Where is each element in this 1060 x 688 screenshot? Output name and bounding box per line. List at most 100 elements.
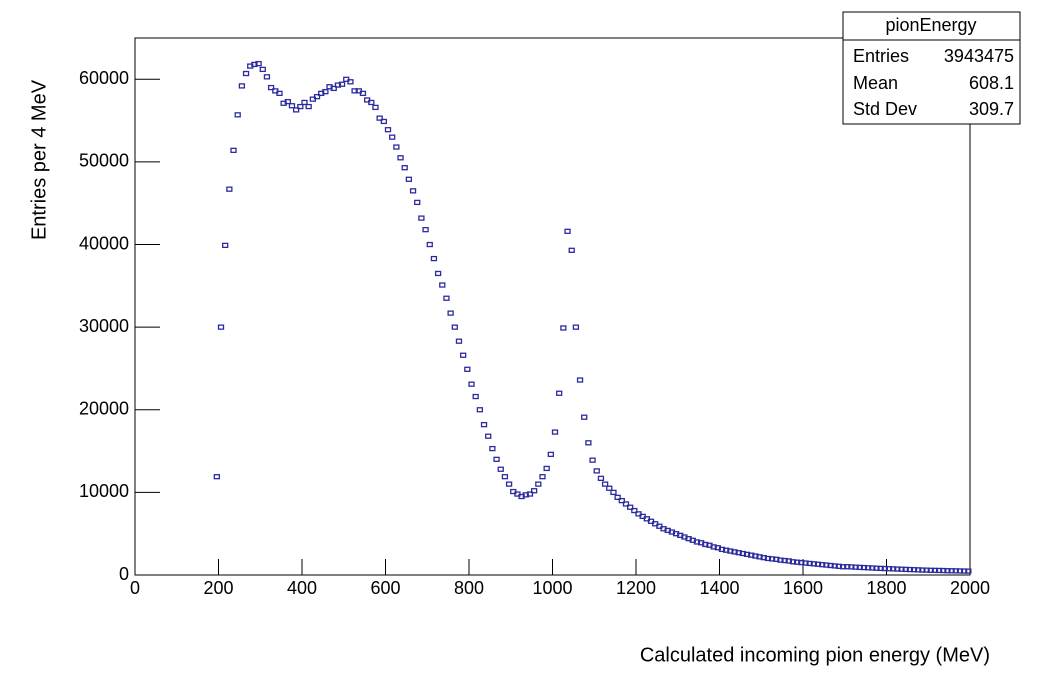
data-point	[259, 66, 266, 73]
data-point	[284, 98, 291, 105]
data-point	[543, 465, 550, 472]
data-point	[405, 176, 413, 182]
stats-value: 608.1	[969, 73, 1014, 93]
data-point	[422, 227, 429, 233]
data-point	[848, 564, 855, 570]
data-point	[835, 563, 843, 569]
data-point	[493, 456, 500, 462]
data-point	[338, 81, 346, 87]
data-point	[472, 393, 479, 400]
data-point	[439, 282, 446, 288]
data-point	[948, 568, 955, 574]
data-point	[806, 560, 813, 567]
data-point	[401, 165, 408, 171]
data-point	[430, 255, 438, 262]
data-point	[873, 565, 880, 571]
data-point	[547, 451, 554, 458]
data-point	[480, 421, 488, 428]
x-tick-label: 400	[287, 578, 317, 598]
stats-key: Entries	[853, 46, 909, 66]
data-point	[731, 549, 738, 555]
data-point	[380, 118, 387, 125]
data-point	[881, 565, 888, 572]
data-point	[773, 556, 780, 562]
data-point	[760, 555, 767, 561]
data-point	[727, 548, 734, 554]
data-point	[251, 61, 258, 68]
data-point	[226, 186, 233, 192]
data-point	[305, 103, 312, 110]
data-point	[631, 507, 638, 514]
stats-value: 3943475	[944, 46, 1014, 66]
data-point	[455, 338, 463, 344]
data-point	[485, 433, 492, 439]
data-point	[798, 559, 805, 566]
data-point	[844, 564, 851, 570]
y-tick-label: 0	[119, 564, 129, 584]
data-point	[743, 551, 751, 557]
data-point	[764, 555, 772, 562]
y-tick-label: 40000	[79, 233, 129, 253]
x-axis-label: Calculated incoming pion energy (MeV)	[640, 644, 990, 666]
data-point	[293, 107, 300, 113]
data-point	[952, 568, 959, 574]
data-point	[919, 567, 926, 573]
data-point	[864, 565, 872, 571]
data-point	[802, 560, 809, 566]
data-point	[409, 188, 417, 194]
data-point	[522, 492, 529, 498]
data-point	[313, 94, 321, 100]
x-tick-label: 1600	[783, 578, 823, 598]
data-point	[597, 475, 605, 481]
data-point	[568, 247, 575, 253]
data-point	[923, 567, 930, 573]
data-point	[614, 494, 621, 500]
data-point	[443, 295, 450, 301]
stats-key: Mean	[853, 73, 898, 93]
data-point	[601, 481, 609, 487]
data-point	[234, 112, 241, 118]
data-point	[213, 474, 220, 480]
data-point	[902, 566, 909, 573]
stats-title: pionEnergy	[885, 15, 976, 35]
data-point	[564, 228, 571, 234]
y-tick-label: 50000	[79, 151, 129, 171]
data-point	[288, 103, 296, 109]
y-tick-label: 30000	[79, 316, 129, 336]
data-point	[931, 567, 939, 574]
data-point	[593, 468, 600, 474]
data-point	[606, 485, 613, 491]
stats-frame	[842, 11, 1021, 125]
data-point	[781, 557, 788, 564]
stats-key: Std Dev	[853, 99, 917, 119]
data-point	[898, 566, 905, 572]
data-point	[589, 457, 596, 463]
data-point	[505, 481, 513, 487]
data-point	[384, 127, 392, 133]
data-point	[940, 567, 947, 574]
data-point	[777, 557, 784, 563]
data-point	[447, 310, 454, 316]
x-tick-label: 800	[454, 578, 484, 598]
data-point	[965, 568, 972, 574]
data-point	[297, 103, 304, 110]
data-point	[347, 79, 354, 85]
data-point	[810, 561, 818, 567]
data-point	[397, 155, 404, 161]
data-point	[230, 147, 237, 154]
data-point	[860, 564, 868, 571]
data-point	[831, 563, 838, 569]
data-point	[322, 89, 329, 95]
data-point	[301, 99, 308, 106]
x-tick-label: 1800	[866, 578, 906, 598]
data-point	[351, 88, 358, 94]
y-tick-label: 20000	[79, 399, 129, 419]
data-point	[539, 474, 546, 480]
data-point	[585, 440, 592, 446]
data-point	[944, 568, 951, 574]
data-point	[627, 504, 634, 510]
data-point	[489, 445, 496, 452]
data-point	[794, 559, 801, 565]
data-point	[748, 552, 755, 558]
